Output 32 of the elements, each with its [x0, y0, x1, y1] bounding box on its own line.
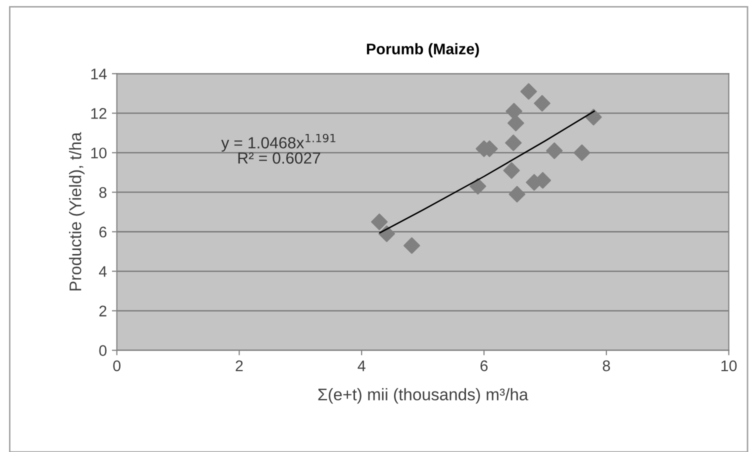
annotation: R² = 0.6027	[238, 152, 320, 164]
point	[508, 114, 524, 132]
y-tick-label: 14	[91, 68, 107, 80]
chart-title: Porumb (Maize)	[366, 43, 479, 58]
x-tick-label: 6	[480, 360, 488, 372]
y-tick-label: 2	[99, 306, 106, 316]
y-tick-label: 4	[98, 266, 107, 277]
y-tick-label: 12	[91, 108, 106, 119]
point	[546, 142, 563, 160]
x-tick-label: 10	[721, 360, 737, 372]
point	[470, 178, 486, 195]
y-tick-label: 6	[99, 226, 106, 238]
y-axis-title: Productie (Yield), t/ha	[69, 132, 85, 290]
point	[585, 108, 602, 126]
x-tick-label: 4	[358, 360, 366, 372]
annotation: y = 1.0468x$^{1.191}$	[221, 134, 336, 152]
point	[505, 134, 522, 152]
point	[534, 95, 550, 112]
point	[371, 214, 388, 230]
point	[508, 186, 526, 203]
x-axis-title: Σ(e+t) mii (thousands) m³/ha	[318, 388, 528, 404]
point	[403, 237, 420, 254]
point	[574, 144, 590, 162]
point	[506, 102, 522, 120]
x-tick-label: 0	[113, 360, 120, 372]
y-tick-label: 8	[99, 187, 106, 198]
y-tick-label: 10	[91, 148, 107, 158]
point	[520, 83, 537, 100]
y-tick-label: 0	[99, 345, 107, 356]
x-tick-label: 2	[236, 360, 243, 372]
x-tick-label: 8	[602, 360, 610, 372]
point	[503, 162, 520, 179]
